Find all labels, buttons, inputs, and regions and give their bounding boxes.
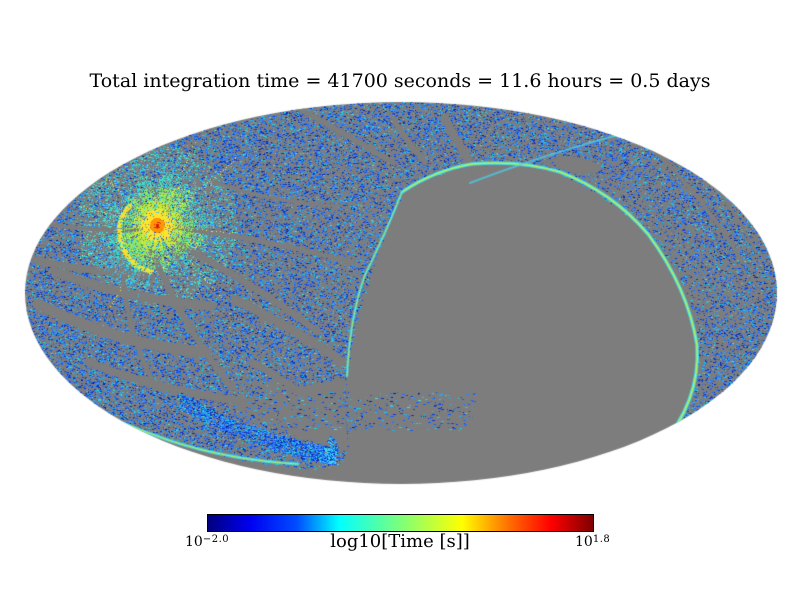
tick-right-exponent: 1.8 [592, 534, 611, 545]
colorbar [207, 514, 594, 532]
colorbar-tick-left: 10−2.0 [185, 534, 229, 550]
figure-title: Total integration time = 41700 seconds =… [89, 70, 711, 92]
tick-left-exponent: −2.0 [202, 534, 230, 545]
colorbar-tick-right: 101.8 [575, 534, 610, 550]
colorbar-gradient [208, 515, 593, 531]
tick-left-base: 10 [185, 534, 203, 550]
tick-right-base: 10 [575, 534, 593, 550]
colorbar-label: log10[Time [s]] [330, 531, 470, 552]
